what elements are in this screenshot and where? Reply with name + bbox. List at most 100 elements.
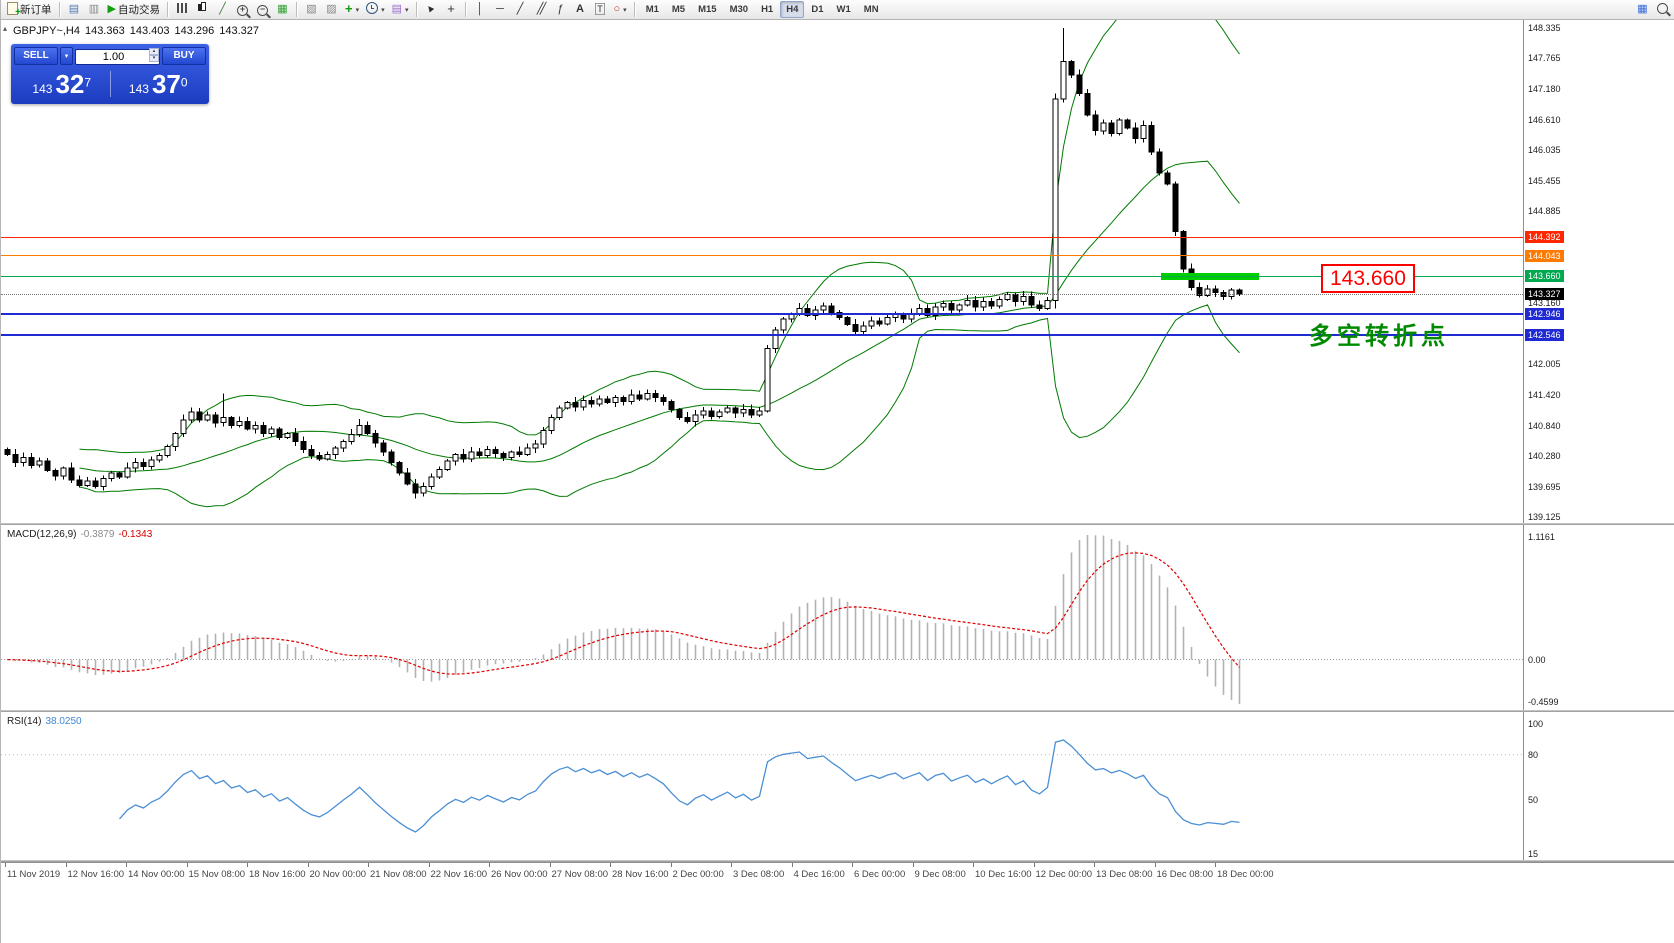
rsi-indicator-pane[interactable]: RSI(14) 38.0250	[1, 712, 1523, 860]
data-window-button[interactable]: ▦	[1633, 1, 1652, 18]
trendline-icon: ╱	[516, 3, 524, 15]
line-chart-button[interactable]: ╱	[213, 1, 232, 18]
time-label: 2 Dec 00:00	[672, 869, 724, 880]
price-chart-pane[interactable]: ▴ GBPJPY~,H4 143.363 143.403 143.296 143.327…	[1, 20, 1523, 523]
horizontal-level-line[interactable]	[1, 334, 1523, 337]
indicators-button[interactable]: + ▾	[342, 1, 362, 18]
tile-icon: ▦	[277, 3, 288, 15]
templates-button[interactable]: ▤ ▾	[389, 1, 412, 18]
timeframe-h1-button[interactable]: H1	[755, 1, 779, 18]
one-click-collapse-toggle[interactable]: ▴	[3, 24, 8, 33]
new-order-button[interactable]: 新订单	[4, 1, 55, 18]
buy-button[interactable]: BUY	[162, 47, 206, 65]
vertical-line-button[interactable]: │	[471, 1, 490, 18]
timeframe-m1-button[interactable]: M1	[640, 1, 665, 18]
price-tick: 148.335	[1528, 23, 1561, 33]
crosshair-button[interactable]: +	[442, 1, 461, 18]
volume-stepper: ▴ ▾	[149, 48, 159, 62]
cursor-button[interactable]: ▲	[422, 1, 441, 18]
pane-splitter[interactable]	[1, 860, 1674, 862]
macd-axis-label: 1.1161	[1528, 532, 1555, 542]
time-tick	[307, 863, 309, 867]
profiles-button[interactable]: ▥	[85, 1, 104, 18]
sell-price-button[interactable]: 143 327	[14, 69, 110, 100]
timeframe-m5-button[interactable]: M5	[666, 1, 691, 18]
periods-button[interactable]: ▾	[363, 1, 388, 18]
arrange-button[interactable]: ▧	[302, 1, 321, 18]
cascade-icon: ▨	[326, 3, 337, 15]
horizontal-level-line[interactable]	[1, 275, 1523, 277]
price-level-badge: 144.043	[1525, 249, 1564, 262]
time-tick	[126, 863, 127, 867]
chevron-down-icon: ▾	[623, 6, 627, 14]
charts-button[interactable]: ▤	[65, 1, 84, 18]
rsi-axis-label: 100	[1528, 719, 1544, 729]
candle-chart-button[interactable]	[193, 1, 212, 18]
price-callout-label[interactable]: 143.660	[1321, 264, 1415, 293]
time-tick	[247, 863, 248, 867]
candlestick-chart[interactable]	[1, 20, 1523, 523]
tile-windows-button[interactable]: ▦	[273, 1, 292, 18]
price-axis[interactable]: 148.335 147.765 147.180 146.610 146.035 145.4…	[1523, 20, 1674, 862]
timeframe-mn-button[interactable]: MN	[858, 1, 885, 18]
text-button[interactable]: A	[571, 1, 590, 18]
rsi-chart[interactable]	[1, 712, 1523, 860]
chevron-down-icon: ▾	[64, 53, 69, 60]
time-label: 28 Nov 16:00	[612, 869, 669, 880]
time-tick	[973, 863, 974, 867]
horizontal-level-line[interactable]	[1, 313, 1523, 316]
toolbar-separator	[415, 2, 418, 17]
toolbar: 新订单▤▥▶自动交易╱+−▦▧▨+▾▾▤▾▲+│─╱╱ƒAT○▾M1M5M15M…	[1, 0, 1674, 20]
sell-button[interactable]: SELL	[14, 47, 58, 65]
macd-name: MACD(12,26,9)	[7, 529, 77, 540]
toolbar-separator	[166, 2, 169, 17]
tile-blue-icon: ▦	[1637, 3, 1648, 15]
timeframe-w1-button[interactable]: W1	[831, 1, 857, 18]
search-icon	[1657, 2, 1668, 17]
horizontal-line-button[interactable]: ─	[491, 1, 510, 18]
clock-icon	[366, 2, 379, 17]
pane-splitter[interactable]	[1, 523, 1674, 525]
candles-icon	[197, 2, 207, 17]
time-label: 12 Nov 16:00	[67, 869, 125, 880]
price-tick: 140.280	[1528, 450, 1561, 461]
channel-button[interactable]: ╱	[531, 1, 550, 18]
zoom-in-button[interactable]: +	[233, 1, 252, 18]
zoom-out-button[interactable]: −	[253, 1, 272, 18]
chevron-down-icon: ▾	[381, 6, 385, 14]
autotrading-button[interactable]: ▶ 自动交易	[105, 1, 163, 18]
macd-indicator-pane[interactable]: MACD(12,26,9) -0.3879 -0.1343	[1, 525, 1523, 710]
price-tick: 139.125	[1528, 512, 1561, 522]
toolbar-separator	[633, 2, 636, 17]
volume-increase-button[interactable]: ▴	[149, 48, 159, 55]
macd-chart[interactable]	[1, 525, 1523, 710]
timeframe-d1-button[interactable]: D1	[805, 1, 829, 18]
horizontal-level-line[interactable]	[1, 255, 1523, 257]
search-button[interactable]	[1653, 1, 1672, 18]
cascade-button[interactable]: ▨	[322, 1, 341, 18]
turning-point-note[interactable]: 多空转折点	[1309, 323, 1449, 350]
volume-decrease-button[interactable]: ▾	[149, 55, 159, 62]
sell-options-dropdown[interactable]: ▾	[60, 47, 73, 65]
volume-input[interactable]	[75, 49, 160, 65]
pane-splitter[interactable]	[1, 710, 1674, 712]
symbol-ohlc-info: GBPJPY~,H4 143.363 143.403 143.296 143.327	[13, 25, 264, 37]
time-tick	[5, 863, 6, 867]
timeframe-m15-button[interactable]: M15	[692, 1, 722, 18]
timeframe-m30-button[interactable]: M30	[724, 1, 754, 18]
hline-icon: ─	[496, 3, 504, 15]
trendline-button[interactable]: ╱	[511, 1, 530, 18]
bar-chart-button[interactable]	[173, 1, 192, 18]
time-axis[interactable]: 11 Nov 2019 12 Nov 16:00 14 Nov 00:00 15 No…	[1, 862, 1674, 885]
shapes-button[interactable]: ○ ▾	[611, 1, 630, 18]
fibonacci-button[interactable]: ƒ	[551, 1, 570, 18]
linechart-icon: ╱	[219, 3, 226, 15]
price-tick: 147.765	[1528, 53, 1561, 64]
buy-price-button[interactable]: 143 370	[111, 69, 207, 100]
timeframe-h4-button[interactable]: H4	[780, 1, 805, 18]
horizontal-level-line[interactable]	[1, 236, 1523, 238]
arrange-icon: ▧	[306, 3, 317, 15]
label-button[interactable]: T	[591, 1, 610, 18]
chevron-down-icon: ▾	[355, 6, 360, 14]
